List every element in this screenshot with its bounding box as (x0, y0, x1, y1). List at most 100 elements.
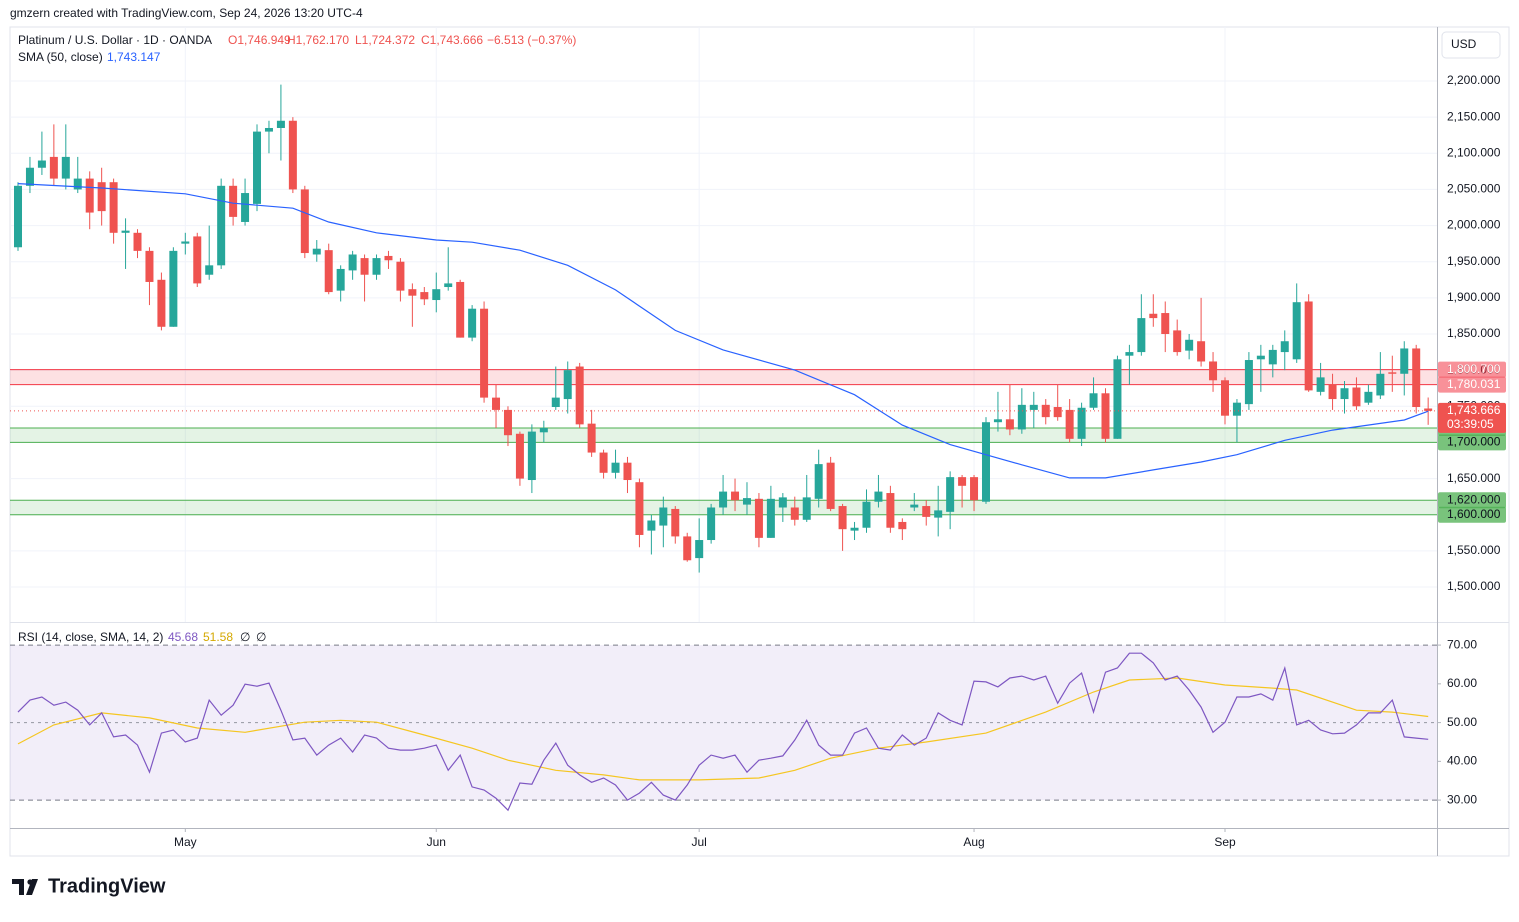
candle-body (384, 255, 393, 261)
candle-body (970, 477, 979, 501)
rsi-value: 45.68 (168, 630, 198, 644)
candle-body (922, 506, 931, 517)
ohlc-change: −6.513 (−0.37%) (487, 33, 576, 47)
candle-body (1101, 393, 1110, 439)
overlay: Platinum / U.S. Dollar · 1D · OANDA O1,7… (18, 33, 576, 644)
candle-body (276, 120, 285, 128)
countdown-label: 03:39:05 (1447, 417, 1494, 431)
candle-body (981, 422, 990, 502)
candle-body (1137, 318, 1146, 353)
candle-body (599, 452, 608, 473)
rsi-sma-value: 51.58 (203, 630, 233, 644)
candle-body (778, 497, 787, 508)
candle-body (312, 248, 321, 255)
candle-body (396, 261, 405, 291)
candle-body (862, 501, 871, 528)
candle-body (611, 462, 620, 473)
candle-body (73, 178, 82, 190)
ohlc-high: H1,762.170 (287, 33, 349, 47)
price-tag-label: 1,800.700 (1447, 362, 1501, 376)
candle-body (193, 236, 202, 284)
candle-body (217, 185, 226, 266)
price-tag (1438, 506, 1506, 523)
last-price-label: 1,743.666 (1447, 403, 1501, 417)
candle-body (1292, 302, 1301, 360)
y-tick-label: 1,500.000 (1447, 579, 1501, 593)
candle-body (946, 477, 955, 512)
candle-body (635, 482, 644, 535)
candle-body (1089, 393, 1098, 408)
candle-body (181, 241, 190, 244)
candle-body (1065, 409, 1074, 439)
y-tick-label: 1,650.000 (1447, 471, 1501, 485)
candle-body (372, 258, 381, 275)
candle-body (802, 497, 811, 520)
candle-body (850, 527, 859, 531)
candle-body (814, 464, 823, 499)
candle-body (766, 498, 775, 538)
candle-body (539, 427, 548, 433)
candle-body (707, 507, 716, 541)
candle-body (1244, 360, 1253, 405)
candle-body (241, 193, 250, 222)
candle-body (671, 508, 680, 537)
x-tick-label: May (174, 835, 197, 849)
price-tag-label: 1,700.000 (1447, 435, 1501, 449)
currency-button[interactable] (1441, 31, 1501, 59)
candle-body (1304, 301, 1313, 391)
y-tick-label: 2,150.000 (1447, 109, 1501, 123)
candle-body (1005, 419, 1014, 430)
candle-body (719, 491, 728, 508)
brand-logo (12, 879, 38, 895)
candle-body (1197, 341, 1206, 362)
candle-body (790, 507, 799, 520)
candle-body (1232, 402, 1241, 416)
y-tick-label: 1,850.000 (1447, 326, 1501, 340)
candle-body (1268, 349, 1277, 365)
y-tick-label: 2,000.000 (1447, 218, 1501, 232)
candle-body (492, 397, 501, 410)
candle-body (1161, 313, 1170, 335)
candle-body (300, 189, 309, 254)
y-tick-label: 2,050.000 (1447, 182, 1501, 196)
candle-body (695, 540, 704, 559)
candle-body (157, 279, 166, 327)
price-tag-label: 1,780.031 (1447, 377, 1501, 391)
candle-body (1173, 330, 1182, 353)
candle-body (432, 289, 441, 301)
ohlc-close: C1,743.666 (421, 33, 483, 47)
zone (10, 369, 1437, 385)
candle-body (1017, 404, 1026, 430)
candle-body (253, 131, 262, 204)
y-tick-label: 30.00 (1447, 792, 1477, 806)
candle-body (25, 167, 34, 186)
rsi-line (17, 652, 1429, 812)
candle-body (754, 498, 763, 538)
candle-body (360, 258, 369, 275)
y-tick-label: 50.00 (1447, 715, 1477, 729)
candle-body (336, 268, 345, 291)
candle-body (14, 185, 23, 248)
candle-body (551, 397, 560, 408)
candle-body (958, 477, 967, 486)
ohlc-open: O1,746.949 (228, 33, 291, 47)
candle-body (731, 491, 740, 501)
brand-name: TradingView (48, 875, 166, 897)
price-tag (1438, 492, 1506, 509)
candle-body (1412, 348, 1421, 408)
candle-body (886, 493, 895, 528)
candle-body (229, 185, 238, 217)
candle-body (205, 265, 214, 275)
candle-body (133, 232, 142, 251)
price-tag-label: 1,620.000 (1447, 492, 1501, 506)
candle-body (1077, 407, 1086, 439)
candle-body (587, 423, 596, 453)
candle-body (1364, 391, 1373, 403)
candle-body (503, 409, 512, 436)
price-tag (1438, 434, 1506, 451)
ohlc-low: L1,724.372 (355, 33, 415, 47)
candle-body (527, 431, 536, 481)
candle-body (1328, 384, 1337, 400)
chart-frame (9, 26, 1510, 857)
